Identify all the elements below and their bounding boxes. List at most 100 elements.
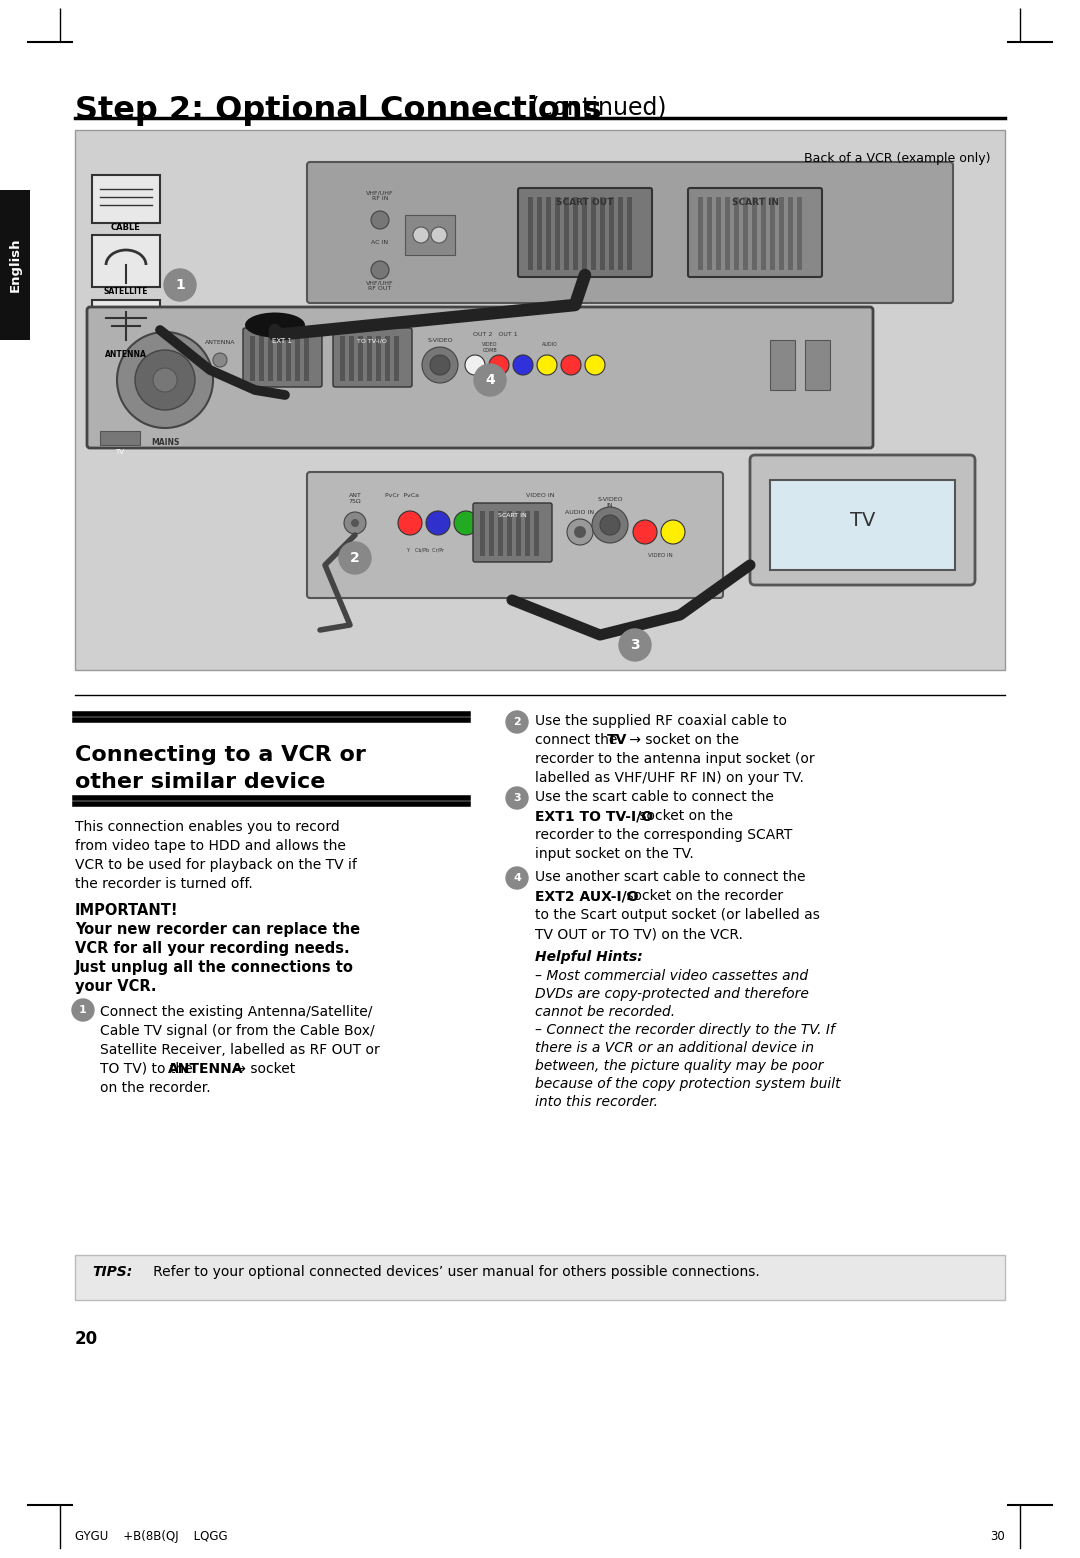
Bar [276, 337, 282, 382]
Text: Your new recorder can replace the: Your new recorder can replace the [75, 922, 360, 936]
Text: EXT1 TO TV-I/O: EXT1 TO TV-I/O [535, 809, 653, 823]
Text: Connect the existing Antenna/Satellite/: Connect the existing Antenna/Satellite/ [100, 1005, 373, 1019]
Bar [707, 196, 712, 270]
Text: – Connect the recorder directly to the TV. If: – Connect the recorder directly to the T… [535, 1024, 835, 1038]
Text: EXT 1: EXT 1 [272, 338, 292, 344]
Bar [761, 196, 766, 270]
Text: VHF/UHF
RF IN: VHF/UHF RF IN [366, 190, 394, 201]
Text: Cable TV signal (or from the Cable Box/: Cable TV signal (or from the Cable Box/ [100, 1024, 375, 1038]
Text: the recorder is turned off.: the recorder is turned off. [75, 877, 253, 891]
Text: socket on the recorder: socket on the recorder [622, 890, 783, 904]
Text: your VCR.: your VCR. [75, 978, 157, 994]
Circle shape [633, 520, 657, 544]
Bar [357, 337, 363, 382]
Circle shape [431, 227, 447, 243]
Bar [525, 511, 530, 556]
Circle shape [135, 351, 195, 410]
Bar [564, 196, 569, 270]
Bar [618, 196, 623, 270]
Text: there is a VCR or an additional device in: there is a VCR or an additional device i… [535, 1041, 814, 1055]
Circle shape [600, 516, 620, 534]
Text: between, the picture quality may be poor: between, the picture quality may be poor [535, 1059, 824, 1073]
FancyBboxPatch shape [518, 189, 652, 277]
Bar [770, 196, 775, 270]
Circle shape [339, 542, 372, 573]
Text: Back of a VCR (example only): Back of a VCR (example only) [804, 153, 990, 165]
Circle shape [153, 368, 177, 393]
Ellipse shape [245, 313, 305, 338]
Text: TO TV-I/O: TO TV-I/O [357, 338, 387, 343]
Bar [303, 337, 309, 382]
Text: 1: 1 [175, 277, 185, 291]
Circle shape [489, 355, 509, 375]
Circle shape [413, 227, 429, 243]
Text: Satellite Receiver, labelled as RF OUT or: Satellite Receiver, labelled as RF OUT o… [100, 1042, 380, 1056]
Text: VIDEO IN: VIDEO IN [648, 553, 673, 558]
Text: ANTENNA: ANTENNA [205, 340, 235, 344]
Text: 3: 3 [513, 793, 521, 802]
Circle shape [164, 270, 195, 301]
Circle shape [567, 519, 593, 545]
Circle shape [430, 355, 450, 375]
Text: DVDs are copy-protected and therefore: DVDs are copy-protected and therefore [535, 988, 809, 1000]
Text: to the Scart output socket (or labelled as: to the Scart output socket (or labelled … [535, 908, 820, 922]
Bar [698, 196, 703, 270]
Text: 2: 2 [350, 552, 360, 566]
Bar [555, 196, 561, 270]
Bar [516, 511, 521, 556]
Text: AUDIO: AUDIO [542, 343, 558, 347]
Bar [788, 196, 793, 270]
Text: cannot be recorded.: cannot be recorded. [535, 1005, 675, 1019]
Circle shape [213, 354, 227, 368]
Bar [609, 196, 615, 270]
Circle shape [345, 513, 366, 534]
Circle shape [372, 262, 389, 279]
Circle shape [474, 365, 507, 396]
Text: S-VIDEO
IN: S-VIDEO IN [597, 497, 623, 508]
Circle shape [592, 506, 627, 544]
Circle shape [537, 355, 557, 375]
Text: 3: 3 [631, 637, 639, 651]
Circle shape [454, 511, 478, 534]
Text: This connection enables you to record: This connection enables you to record [75, 820, 340, 834]
Circle shape [573, 527, 586, 538]
Bar [805, 340, 831, 390]
Text: into this recorder.: into this recorder. [535, 1095, 658, 1109]
Text: (continued): (continued) [523, 95, 666, 118]
Bar [582, 196, 588, 270]
FancyBboxPatch shape [243, 329, 322, 386]
Bar [92, 174, 160, 223]
Text: recorder to the corresponding SCART: recorder to the corresponding SCART [535, 827, 793, 841]
Text: CABLE: CABLE [111, 223, 140, 232]
Text: SCART IN: SCART IN [498, 513, 526, 517]
Bar [770, 340, 795, 390]
Bar [367, 337, 372, 382]
Circle shape [426, 511, 450, 534]
Circle shape [422, 347, 458, 383]
Bar [591, 196, 596, 270]
Text: Use another scart cable to connect the: Use another scart cable to connect the [535, 869, 806, 883]
Text: Connecting to a VCR or: Connecting to a VCR or [75, 745, 366, 765]
Bar [286, 337, 291, 382]
Text: PvCr  PvCa: PvCr PvCa [384, 492, 419, 499]
Bar [498, 511, 503, 556]
Bar [734, 196, 739, 270]
Text: other similar device: other similar device [75, 773, 325, 791]
Bar [384, 337, 390, 382]
Bar [534, 511, 539, 556]
Text: IMPORTANT!: IMPORTANT! [75, 904, 178, 918]
Bar [573, 196, 578, 270]
Text: socket on the: socket on the [635, 809, 733, 823]
Bar [340, 337, 345, 382]
Text: on the recorder.: on the recorder. [100, 1081, 211, 1095]
Text: Use the scart cable to connect the: Use the scart cable to connect the [535, 790, 774, 804]
Text: ANTENNA: ANTENNA [168, 1063, 243, 1077]
Circle shape [619, 629, 651, 661]
Bar [743, 196, 748, 270]
Text: SATELLITE: SATELLITE [104, 287, 148, 296]
Bar [92, 301, 160, 351]
Bar [75, 1256, 1005, 1299]
Circle shape [465, 355, 485, 375]
FancyBboxPatch shape [307, 162, 953, 302]
Text: 4: 4 [513, 872, 521, 883]
